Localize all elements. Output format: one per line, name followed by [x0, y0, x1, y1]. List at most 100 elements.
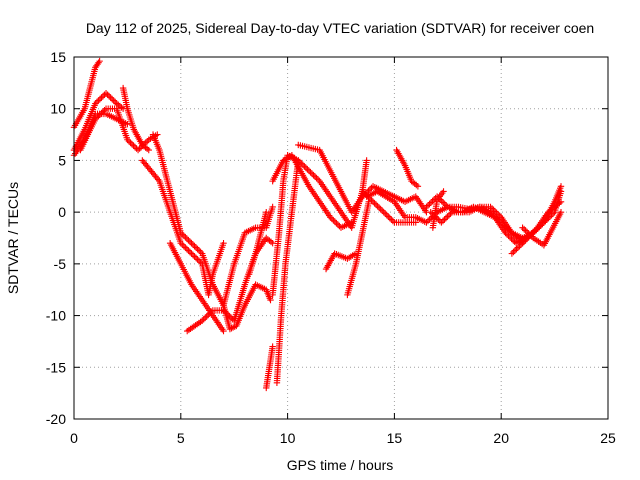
data-point — [440, 188, 447, 195]
data-point — [441, 216, 448, 223]
data-point — [110, 97, 117, 104]
data-point — [348, 219, 355, 226]
data-point — [423, 219, 430, 226]
y-tick-label: 5 — [58, 152, 66, 168]
series-track-g — [139, 157, 227, 299]
data-point — [520, 225, 528, 233]
data-point — [191, 242, 198, 250]
series-track-s — [359, 188, 419, 226]
data-point — [487, 203, 494, 211]
data-point — [519, 239, 526, 247]
series-track-o — [269, 152, 355, 231]
data-point — [99, 108, 107, 115]
data-point — [385, 213, 392, 220]
data-point — [427, 199, 435, 206]
data-point — [194, 245, 201, 253]
data-point — [203, 313, 210, 320]
data-point — [95, 59, 102, 66]
series-track-y — [508, 183, 565, 257]
data-point — [95, 97, 102, 104]
data-point — [223, 310, 230, 317]
data-point — [92, 100, 99, 107]
data-point — [130, 142, 137, 149]
data-point — [330, 217, 337, 224]
data-point — [488, 205, 496, 212]
data-point — [331, 218, 339, 225]
data-point — [333, 220, 340, 227]
data-point — [442, 214, 450, 222]
data-point — [263, 208, 270, 216]
data-point — [426, 200, 433, 208]
data-point — [514, 244, 522, 251]
series-track-h — [166, 239, 227, 335]
data-point — [96, 95, 104, 103]
series-track-p — [295, 141, 430, 216]
data-point — [444, 213, 451, 220]
data-point — [95, 112, 102, 120]
data-point — [445, 211, 453, 219]
data-point — [429, 197, 436, 205]
data-point — [510, 231, 517, 238]
y-tick-label: 15 — [50, 49, 66, 65]
data-point — [101, 106, 108, 114]
data-point — [301, 163, 308, 170]
data-point — [424, 217, 432, 225]
data-point — [382, 210, 389, 217]
data-point — [493, 209, 500, 217]
data-point — [424, 202, 432, 209]
y-tick-label: 0 — [58, 204, 66, 220]
y-tick-label: -20 — [46, 411, 66, 427]
data-point — [557, 183, 565, 190]
data-point — [186, 248, 194, 256]
data-point — [369, 198, 377, 205]
data-point — [522, 237, 529, 244]
data-point — [371, 200, 378, 207]
data-point — [131, 143, 139, 151]
data-point — [502, 229, 509, 237]
data-point — [359, 188, 366, 195]
data-point — [189, 241, 197, 248]
series-track-m — [273, 157, 302, 386]
data-point — [144, 138, 151, 145]
data-point — [423, 203, 430, 211]
y-tick-label: 10 — [50, 101, 66, 117]
data-point — [537, 222, 545, 229]
data-point — [102, 90, 110, 97]
data-point — [327, 214, 334, 221]
data-point — [93, 98, 101, 106]
data-point — [182, 244, 189, 251]
data-point — [305, 167, 313, 174]
data-point — [438, 219, 445, 226]
data-point — [520, 238, 528, 245]
data-point — [202, 314, 209, 321]
data-point — [491, 208, 499, 215]
y-axis-label: SDTVAR / TECUs — [5, 182, 21, 294]
data-point — [386, 214, 394, 222]
data-point — [522, 227, 529, 234]
series-track-k — [245, 234, 276, 278]
data-point — [208, 308, 215, 316]
data-point — [508, 235, 515, 242]
data-point — [523, 228, 531, 236]
data-point — [220, 327, 227, 335]
series-track-d — [77, 105, 161, 154]
data-point — [511, 232, 519, 239]
data-point — [96, 57, 103, 65]
x-tick-label: 5 — [177, 430, 185, 446]
data-point — [302, 164, 310, 172]
data-point — [105, 92, 113, 100]
series-track-t — [363, 188, 430, 226]
x-tick-label: 10 — [280, 430, 296, 446]
data-point — [508, 250, 516, 257]
data-point — [220, 239, 227, 247]
data-point — [111, 98, 119, 106]
chart-title: Day 112 of 2025, Sidereal Day-to-day VTE… — [86, 20, 594, 36]
data-point — [496, 212, 503, 220]
data-point — [99, 92, 107, 100]
data-point — [308, 170, 316, 177]
data-point — [200, 316, 207, 323]
data-point — [192, 254, 200, 262]
data-point — [124, 121, 131, 128]
data-point — [366, 186, 374, 193]
